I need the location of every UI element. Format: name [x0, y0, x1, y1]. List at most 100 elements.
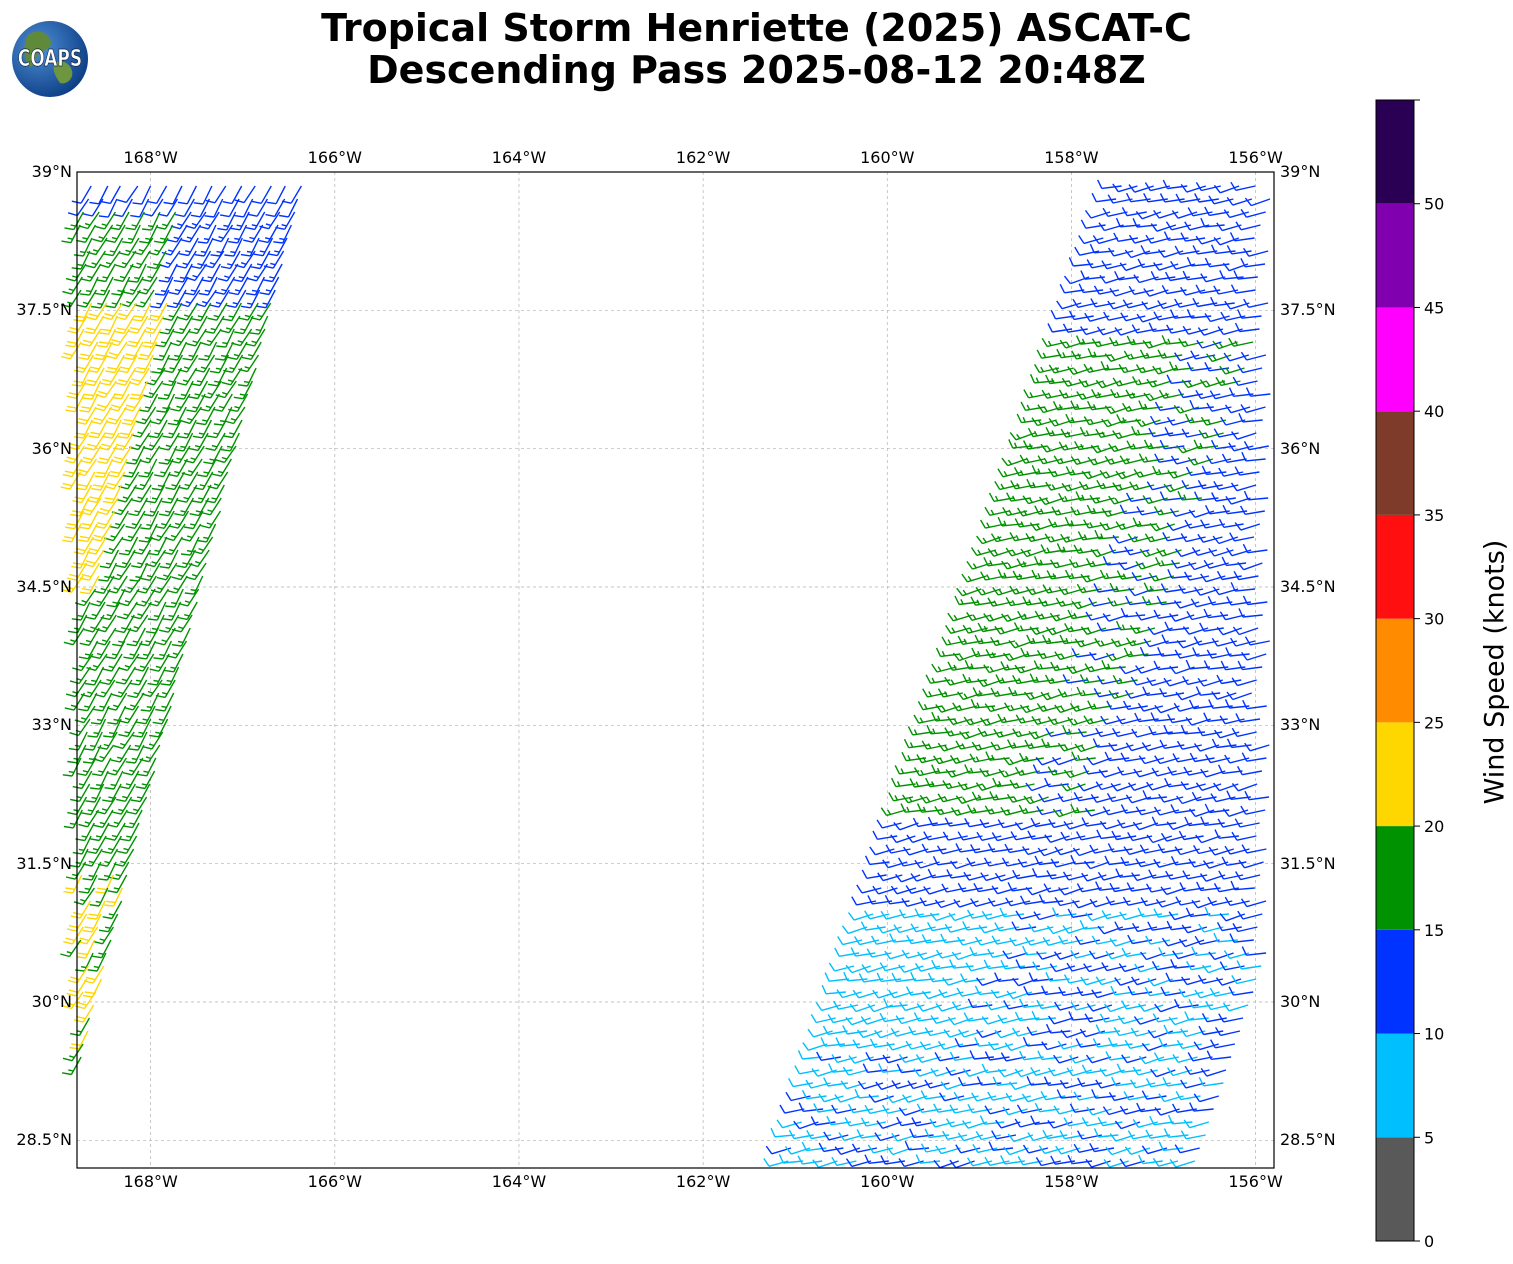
colorbar-tick-label: 0	[1424, 1232, 1434, 1251]
wind-barb	[1109, 882, 1135, 893]
wind-barb	[63, 874, 83, 894]
wind-barb	[1197, 727, 1223, 737]
wind-barb	[1101, 260, 1127, 270]
wind-barb	[185, 211, 207, 230]
wind-barb	[970, 547, 997, 557]
wind-barb	[98, 861, 117, 881]
wind-barb	[67, 796, 88, 816]
wind-barb	[983, 857, 1009, 867]
wind-barb	[1116, 819, 1143, 829]
wind-barb	[140, 692, 160, 712]
wind-barb	[886, 1041, 912, 1051]
wind-barb	[1062, 925, 1088, 934]
wind-barb	[1070, 400, 1095, 410]
wind-barb	[1083, 519, 1109, 529]
wind-barb	[1087, 456, 1113, 466]
wind-barb	[933, 1159, 959, 1169]
wind-barb	[1193, 743, 1220, 752]
wind-barb	[67, 614, 88, 634]
wind-barb	[151, 471, 171, 491]
wind-barb	[1063, 820, 1089, 830]
wind-barb	[1028, 972, 1054, 982]
wind-barb	[139, 224, 159, 244]
wind-barb	[1228, 986, 1254, 996]
wind-barb	[1173, 404, 1200, 414]
lon-label-bottom: 156°W	[1228, 1172, 1283, 1191]
wind-barb	[1143, 192, 1168, 203]
wind-barb	[1090, 444, 1117, 454]
wind-barb	[102, 302, 124, 321]
wind-barb	[1176, 740, 1202, 750]
wind-barb	[974, 985, 1000, 996]
wind-barb	[857, 1080, 884, 1090]
wind-barb	[842, 1025, 868, 1035]
wind-barb	[73, 354, 95, 373]
wind-barb	[983, 556, 1008, 567]
wind-barb	[114, 614, 135, 634]
wind-barb	[1241, 946, 1267, 956]
wind-barb	[1099, 820, 1126, 830]
wind-barb	[1177, 490, 1202, 501]
wind-barb	[73, 237, 93, 257]
wind-barb	[184, 276, 204, 296]
wind-barb	[1005, 596, 1031, 607]
wind-barb	[62, 523, 82, 543]
wind-barb	[1017, 507, 1043, 517]
wind-barb	[115, 250, 137, 269]
wind-barb	[1182, 626, 1209, 635]
wind-barb	[1132, 517, 1158, 527]
wind-barb	[1001, 613, 1027, 622]
wind-barb	[921, 740, 947, 750]
wind-barb	[71, 549, 91, 569]
wind-barb	[1030, 1115, 1055, 1125]
wind-barb	[87, 718, 107, 738]
wind-barb	[1181, 379, 1208, 389]
wind-barb	[1053, 1105, 1079, 1115]
wind-barb	[1194, 989, 1220, 999]
wind-barb	[989, 791, 1015, 801]
wind-barb	[891, 972, 917, 983]
wind-barb	[788, 1129, 814, 1140]
wind-barb	[1034, 610, 1060, 620]
wind-barb	[71, 250, 91, 270]
wind-barb	[889, 933, 914, 943]
wind-barb	[1230, 181, 1256, 191]
wind-barb	[1070, 803, 1095, 814]
wind-barb	[953, 1091, 979, 1102]
wind-barb	[98, 198, 118, 218]
wind-barb	[1188, 699, 1214, 710]
wind-barb	[135, 770, 156, 790]
wind-barb	[937, 793, 963, 803]
wind-barb	[201, 497, 222, 516]
wind-barb	[230, 211, 250, 231]
logo-text: COAPS	[18, 45, 82, 72]
wind-barb	[1159, 491, 1185, 501]
wind-barb	[1213, 932, 1238, 943]
wind-barb	[1229, 532, 1255, 542]
wind-barb	[1119, 455, 1145, 465]
wind-barb	[1243, 298, 1269, 308]
wind-barb	[1089, 651, 1115, 661]
wind-barb	[1025, 886, 1052, 896]
wind-barb	[1034, 1102, 1060, 1113]
wind-barb	[204, 198, 224, 218]
wind-barb	[1045, 426, 1071, 437]
wind-barb	[1135, 560, 1161, 570]
wind-barb	[142, 211, 161, 231]
wind-barb	[137, 276, 158, 295]
wind-barb	[1181, 480, 1207, 490]
wind-barb	[1131, 976, 1157, 986]
wind-barb	[876, 924, 902, 934]
wind-barb	[1209, 987, 1235, 997]
wind-barb	[912, 817, 938, 828]
wind-barb	[1222, 808, 1249, 817]
wind-barb	[1209, 1039, 1236, 1049]
wind-barb	[1169, 508, 1196, 517]
wind-barb	[1104, 1003, 1130, 1013]
wind-barb	[219, 315, 241, 334]
wind-barb	[83, 965, 105, 984]
wind-barb	[1232, 626, 1259, 636]
wind-barb	[1033, 911, 1059, 921]
wind-barb	[86, 653, 108, 672]
wind-barb	[1221, 856, 1247, 866]
